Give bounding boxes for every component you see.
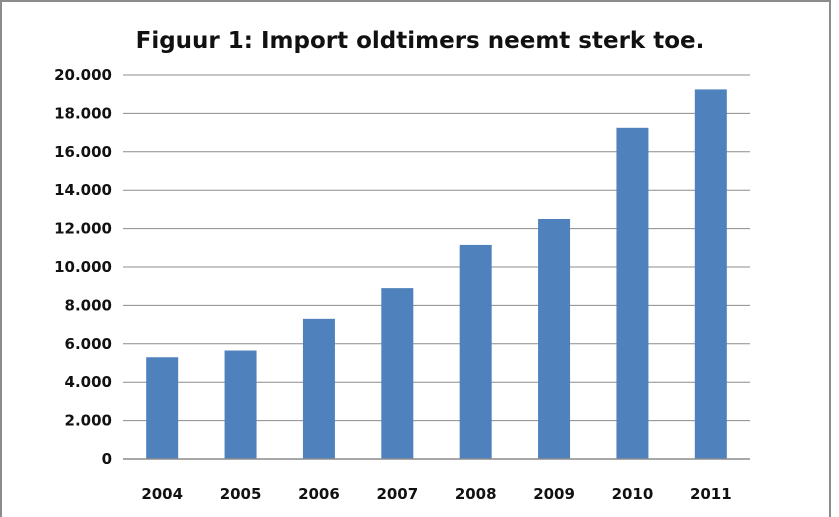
chart-title: Figuur 1: Import oldtimers neemt sterk t… xyxy=(136,28,705,54)
y-tick-label: 14.000 xyxy=(54,181,112,199)
y-tick-label: 16.000 xyxy=(54,143,112,161)
y-tick-label: 8.000 xyxy=(65,296,112,314)
bar-2008 xyxy=(459,244,492,459)
y-tick-label: 6.000 xyxy=(65,335,112,353)
x-tick-label: 2008 xyxy=(455,485,497,503)
bar-2011 xyxy=(694,89,727,460)
x-tick-label: 2006 xyxy=(298,485,340,503)
x-tick-label: 2004 xyxy=(141,485,183,503)
y-tick-label: 20.000 xyxy=(54,66,112,84)
x-tick-label: 2005 xyxy=(220,485,262,503)
x-tick-label: 2011 xyxy=(690,485,732,503)
bars xyxy=(146,89,727,460)
x-axis-ticks: 2004 2005 2006 2007 2008 2009 2010 2011 xyxy=(141,485,731,503)
bar-2004 xyxy=(146,357,179,459)
bar-2006 xyxy=(302,318,335,459)
y-tick-label: 0 xyxy=(102,450,112,468)
y-tick-label: 4.000 xyxy=(65,373,112,391)
x-tick-label: 2010 xyxy=(612,485,654,503)
bar-2005 xyxy=(224,350,257,459)
bar-2010 xyxy=(616,127,649,460)
y-tick-label: 2.000 xyxy=(65,412,112,430)
bar-2009 xyxy=(538,219,571,459)
y-tick-label: 10.000 xyxy=(54,258,112,276)
y-tick-label: 12.000 xyxy=(54,220,112,238)
y-tick-label: 18.000 xyxy=(54,104,112,122)
x-tick-label: 2009 xyxy=(533,485,575,503)
y-axis-ticks: 0 2.000 4.000 6.000 8.000 10.000 12.000 14.000 1… xyxy=(54,66,112,468)
x-tick-label: 2007 xyxy=(376,485,418,503)
bar-2007 xyxy=(381,288,414,459)
